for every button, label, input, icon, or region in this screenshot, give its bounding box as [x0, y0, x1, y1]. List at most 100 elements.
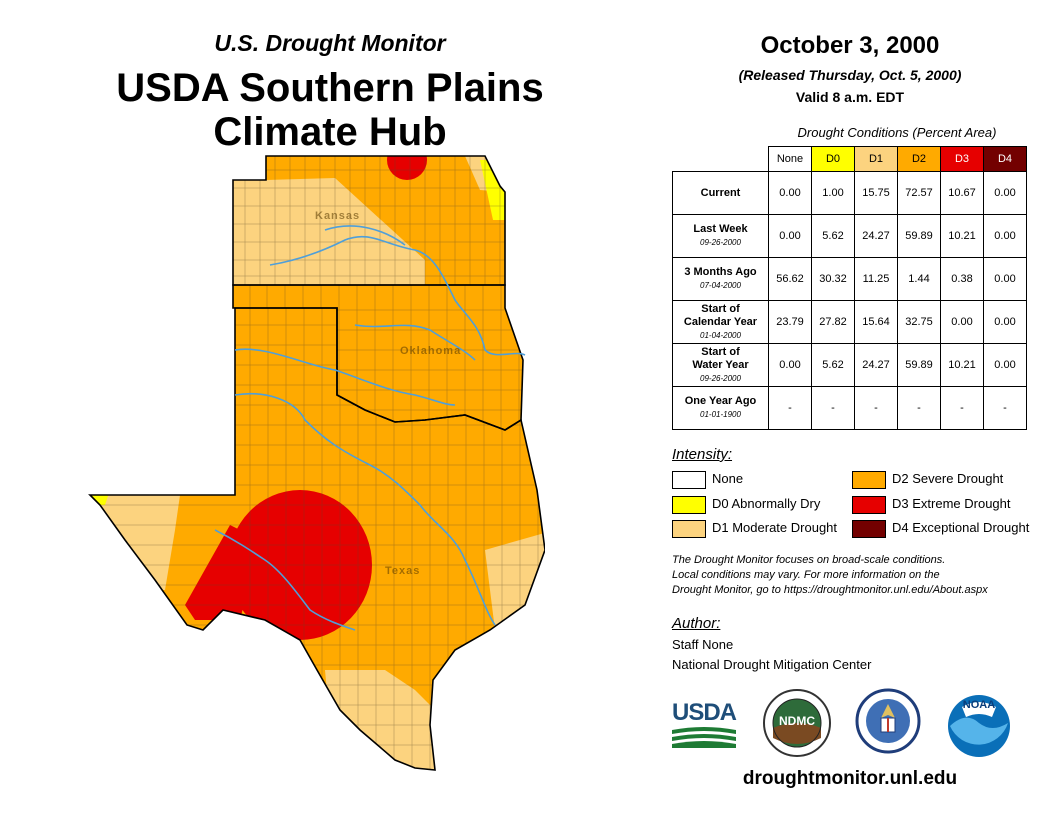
column-header-d4: D4	[983, 146, 1027, 172]
table-row: Start of Water Year 09-26-2000 0.00 5.62 24.2…	[672, 343, 1027, 387]
table-cell: 72.57	[897, 171, 941, 215]
table-cell: 0.00	[983, 214, 1027, 258]
table-row: Start of Calendar Year 01-04-2000 23.79 27.8…	[672, 300, 1027, 344]
texas-outline	[88, 307, 546, 771]
commerce-seal-icon	[855, 688, 921, 754]
table-cell: 23.79	[768, 300, 812, 344]
row-label-line1: Current	[700, 186, 741, 199]
note-line-1: The Drought Monitor focuses on broad-sca…	[672, 554, 946, 566]
table-cell: 5.62	[811, 343, 855, 387]
row-label: Current	[672, 171, 769, 215]
row-label-line2: Water Year	[692, 358, 749, 371]
website-url: droughtmonitor.unl.edu	[742, 768, 958, 789]
table-cell: 0.00	[983, 300, 1027, 344]
table-cell: 30.32	[811, 257, 855, 301]
map-subtitle: U.S. Drought Monitor	[214, 30, 446, 56]
note-line-2: Local conditions may vary. For more info…	[672, 569, 940, 581]
table-cell: 59.89	[897, 343, 941, 387]
kansas-county-lines	[233, 156, 505, 285]
legend-swatch-d3	[852, 495, 886, 514]
table-cell: 0.00	[768, 343, 812, 387]
legend-item-d1: D1 Moderate Drought	[672, 519, 838, 538]
row-label-line1: One Year Ago	[684, 395, 757, 407]
map-title-line1: USDA Southern Plains	[116, 66, 544, 110]
table-cell: 10.67	[940, 171, 984, 215]
rivers	[214, 225, 526, 631]
noaa-logo: NOAA	[946, 693, 1012, 759]
map-region-oklahoma-label: Oklahoma	[400, 345, 462, 357]
legend-title: Intensity:	[672, 446, 733, 463]
release-date: (Released Thursday, Oct. 5, 2000)	[738, 67, 962, 83]
map-region-texas-label: Texas	[385, 565, 421, 577]
legend-item-d3: D3 Extreme Drought	[852, 495, 1011, 514]
table-cell: 56.62	[768, 257, 812, 301]
cimarron-river	[354, 324, 476, 361]
author-title: Author:	[672, 615, 721, 632]
table-cell: 1.00	[811, 171, 855, 215]
drought-stats-table: None D0 D1 D2 D3 D4 Current 0.00 1.00 15.75…	[672, 146, 1027, 430]
table-cell: 11.25	[854, 257, 898, 301]
table-cell: 0.00	[940, 300, 984, 344]
table-row: 3 Months Ago 07-04-2000 56.62 30.32 11.25 1.4…	[672, 257, 1027, 301]
table-cell: -	[811, 386, 855, 430]
brazos-river	[234, 392, 496, 626]
drought-map-svg	[88, 155, 546, 771]
table-cell: -	[897, 386, 941, 430]
table-cell: 0.00	[983, 343, 1027, 387]
legend-item-none: None	[672, 470, 743, 489]
table-cell: 0.00	[983, 171, 1027, 215]
smoky-hill-river	[324, 225, 406, 246]
row-label: Last Week 09-26-2000	[672, 214, 769, 258]
table-header-blank	[673, 147, 769, 172]
table-cell: -	[768, 386, 812, 430]
table-cell: 15.64	[854, 300, 898, 344]
legend-item-d2: D2 Severe Drought	[852, 470, 1003, 489]
texas-d3-west-area	[185, 525, 260, 620]
table-cell: 0.00	[768, 171, 812, 215]
table-cell: -	[983, 386, 1027, 430]
row-label: Start of Calendar Year 01-04-2000	[672, 300, 769, 344]
table-cell: 0.00	[983, 257, 1027, 301]
drought-map: Kansas Oklahoma Texas	[85, 150, 546, 780]
row-date: 07-04-2000	[700, 281, 741, 290]
pecos-river	[214, 529, 356, 631]
kansas-region	[233, 156, 505, 285]
row-label-line1: Last Week	[693, 223, 748, 235]
noaa-logo-icon	[948, 695, 1010, 757]
map-date: October 3, 2000	[760, 32, 940, 59]
row-date: 09-26-2000	[700, 238, 741, 247]
legend-label-d1: D1 Moderate Drought	[712, 520, 838, 535]
usda-logo-field-icon	[672, 727, 736, 748]
table-cell: 0.00	[768, 214, 812, 258]
disclaimer-note: The Drought Monitor focuses on broad-sca…	[672, 553, 1052, 598]
ndmc-logo: NDMC	[762, 688, 832, 758]
author-org: National Drought Mitigation Center	[672, 657, 872, 672]
usda-logo: USDA	[672, 700, 737, 750]
commerce-seal-logo	[855, 688, 921, 754]
table-cell: 15.75	[854, 171, 898, 215]
canadian-river	[234, 348, 456, 406]
table-row: One Year Ago 01-01-1900- - - - - -	[672, 386, 1027, 430]
legend-label-d0: D0 Abnormally Dry	[712, 496, 821, 511]
table-cell: -	[854, 386, 898, 430]
row-label-line2: Calendar Year	[683, 315, 758, 328]
kansas-d0-area	[480, 160, 505, 220]
column-header-d2: D2	[897, 146, 941, 172]
legend-label-d3: D3 Extreme Drought	[892, 496, 1011, 511]
table-row: Current 0.00 1.00 15.75 72.57 10.67 0.00	[672, 171, 1027, 215]
table-cell: 10.21	[940, 343, 984, 387]
legend-label-d4: D4 Exceptional Drought	[892, 520, 1030, 535]
table-cell: -	[940, 386, 984, 430]
map-title-line2: Climate Hub	[213, 110, 447, 154]
table-body: Current 0.00 1.00 15.75 72.57 10.67 0.00 Last W…	[672, 171, 1027, 430]
ndmc-logo-icon	[763, 689, 831, 757]
row-label-line1: 3 Months Ago	[684, 266, 757, 278]
table-cell: 24.27	[854, 343, 898, 387]
table-cell: 59.89	[897, 214, 941, 258]
table-cell: 5.62	[811, 214, 855, 258]
legend-swatch-d1	[672, 519, 706, 538]
column-header-d0: D0	[811, 146, 855, 172]
row-label-line1: Start of	[701, 302, 740, 315]
row-label: 3 Months Ago 07-04-2000	[672, 257, 769, 301]
table-cell: 0.38	[940, 257, 984, 301]
